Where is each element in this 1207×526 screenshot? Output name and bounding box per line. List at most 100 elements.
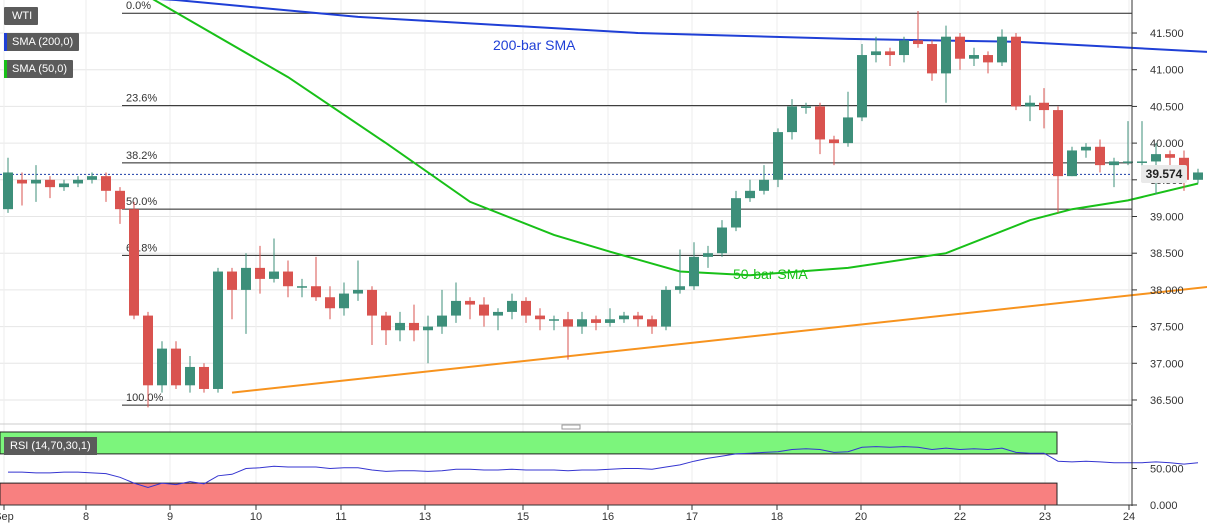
candle-body [241,267,251,290]
candle [521,297,531,323]
candle [297,278,307,298]
candle [633,311,643,327]
x-tick-label: 13 [419,511,431,523]
last-price-tag: 39.574 [1141,165,1187,184]
candle [703,245,713,268]
candle [73,176,83,188]
fib-label: 23.6% [126,93,157,105]
candle [829,135,839,166]
candle [1053,106,1063,213]
candlesticks [3,11,1203,408]
support-trendline [231,286,1207,394]
candle-body [157,348,167,386]
candle-body [1025,102,1035,107]
candle [773,128,783,188]
candle [143,311,153,408]
candle-body [367,289,377,316]
sma200-legend[interactable]: SMA (200,0) [4,33,80,51]
y-tick-label: 39.000 [1150,212,1184,224]
candle [1095,139,1105,173]
candle [157,341,167,393]
candle [1025,95,1035,122]
candle-body [899,40,909,56]
candle-body [633,315,643,320]
candle [381,311,391,345]
candle-body [283,271,293,287]
candle-body [311,286,321,298]
candle [591,315,601,331]
candle [535,308,545,331]
candle [759,165,769,195]
candle [1109,157,1119,188]
candle-body [451,300,461,316]
candle [199,363,209,393]
rsi-overbought-zone [0,431,1058,455]
fib-label: 0.0% [126,0,151,12]
candle [815,102,825,155]
fib-label: 50.0% [126,196,157,208]
rsi-legend[interactable]: RSI (14,70,30,1) [4,437,97,455]
trendline [231,286,1207,394]
candle-body [129,209,139,316]
sma200-label: SMA (200,0) [12,36,74,48]
candle [801,102,811,114]
candle-body [1137,161,1147,163]
x-tick-label: 18 [771,511,783,523]
candle [171,341,181,389]
candle [563,311,573,360]
candle-body [549,319,559,321]
x-tick-label: 20 [855,511,867,523]
candle-body [717,227,727,254]
candle-body [871,51,881,56]
candle-body [969,55,979,59]
x-tick-label: 23 [1039,511,1051,523]
fib-label: 100.0% [126,392,164,404]
candle [87,172,97,184]
y-tick-label: 41.000 [1150,65,1184,77]
candle-body [115,190,125,210]
rsi-label: RSI (14,70,30,1) [10,440,91,452]
candle [17,172,27,206]
fib-label: 38.2% [126,150,157,162]
candle-body [423,326,433,331]
candle [605,308,615,327]
candle-body [983,55,993,63]
rsi-panel [0,431,1199,506]
candle [101,172,111,202]
candle-body [619,315,629,320]
candle [3,157,13,213]
candle-body [143,315,153,386]
sma50-legend[interactable]: SMA (50,0) [4,60,74,78]
candle-body [577,319,587,327]
candle [549,315,559,331]
candle [227,267,237,320]
candle-body [731,198,741,228]
candle [1123,121,1133,166]
candle [31,165,41,202]
symbol-legend[interactable]: WTI [4,7,39,25]
rsi-oversold-zone [0,482,1058,506]
candle [479,297,489,327]
y-tick-label: 36.500 [1150,395,1184,407]
candle-body [885,51,895,56]
candle-body [857,55,867,118]
price-grid [0,0,1132,505]
x-tick-label: 16 [602,511,614,523]
rsi-line [8,446,1199,489]
candle-body [185,366,195,386]
y-tick-label: 37.000 [1150,358,1184,370]
x-tick-label: 24 [1123,511,1135,523]
x-tick-label: 17 [686,511,698,523]
panel-resize-handle [561,424,581,430]
candle-body [535,315,545,320]
candle [255,245,265,294]
candle [409,304,419,342]
candle [955,33,965,70]
candle-body [395,322,405,331]
candle-body [941,36,951,74]
candle [857,44,867,122]
candle [675,249,685,294]
candle-body [605,319,615,323]
candle-body [703,253,713,257]
candle [661,286,671,331]
